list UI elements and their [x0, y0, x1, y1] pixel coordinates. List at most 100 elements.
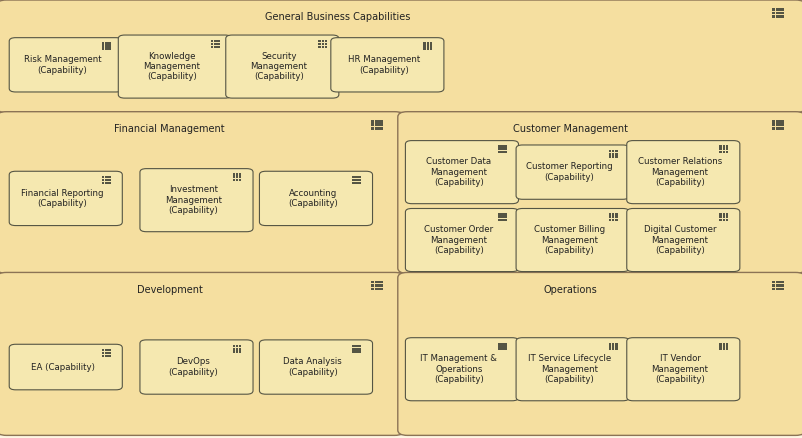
Text: Operations: Operations [544, 285, 597, 295]
FancyBboxPatch shape [776, 15, 780, 18]
Text: Financial Management: Financial Management [114, 124, 225, 134]
FancyBboxPatch shape [322, 40, 324, 42]
FancyBboxPatch shape [371, 288, 375, 290]
FancyBboxPatch shape [226, 35, 338, 98]
FancyBboxPatch shape [405, 141, 518, 204]
FancyBboxPatch shape [504, 345, 507, 348]
FancyBboxPatch shape [498, 148, 500, 151]
FancyBboxPatch shape [358, 347, 361, 350]
FancyBboxPatch shape [352, 350, 354, 353]
FancyBboxPatch shape [516, 338, 629, 401]
FancyBboxPatch shape [352, 179, 354, 181]
FancyBboxPatch shape [498, 213, 500, 215]
FancyBboxPatch shape [726, 145, 728, 148]
FancyBboxPatch shape [371, 127, 375, 130]
FancyBboxPatch shape [423, 42, 426, 45]
FancyBboxPatch shape [780, 284, 784, 287]
FancyBboxPatch shape [776, 8, 780, 11]
Text: Investment
Management
(Capability): Investment Management (Capability) [164, 185, 222, 215]
FancyBboxPatch shape [105, 45, 107, 48]
FancyBboxPatch shape [609, 343, 611, 345]
FancyBboxPatch shape [371, 284, 375, 287]
FancyBboxPatch shape [260, 171, 372, 226]
FancyBboxPatch shape [719, 213, 722, 215]
FancyBboxPatch shape [375, 284, 379, 287]
FancyBboxPatch shape [723, 219, 725, 221]
FancyBboxPatch shape [236, 347, 238, 350]
FancyBboxPatch shape [233, 173, 235, 176]
FancyBboxPatch shape [627, 208, 739, 272]
FancyBboxPatch shape [726, 151, 728, 153]
FancyBboxPatch shape [236, 176, 238, 179]
FancyBboxPatch shape [498, 345, 500, 348]
FancyBboxPatch shape [612, 213, 614, 215]
Text: Customer Billing
Management
(Capability): Customer Billing Management (Capability) [534, 225, 605, 255]
FancyBboxPatch shape [108, 179, 111, 181]
FancyBboxPatch shape [239, 173, 241, 176]
FancyBboxPatch shape [612, 150, 614, 152]
FancyBboxPatch shape [108, 355, 111, 357]
FancyBboxPatch shape [501, 151, 504, 153]
FancyBboxPatch shape [726, 343, 728, 345]
Text: Customer Relations
Management
(Capability): Customer Relations Management (Capabilit… [638, 157, 723, 187]
FancyBboxPatch shape [325, 40, 327, 42]
FancyBboxPatch shape [375, 127, 379, 130]
FancyBboxPatch shape [504, 216, 507, 219]
FancyBboxPatch shape [612, 348, 614, 350]
FancyBboxPatch shape [105, 176, 107, 178]
Text: Customer Data
Management
(Capability): Customer Data Management (Capability) [426, 157, 492, 187]
Text: Financial Reporting
(Capability): Financial Reporting (Capability) [22, 189, 103, 208]
FancyBboxPatch shape [355, 345, 358, 347]
FancyBboxPatch shape [233, 350, 235, 353]
FancyBboxPatch shape [102, 48, 104, 50]
FancyBboxPatch shape [719, 145, 722, 148]
FancyBboxPatch shape [615, 152, 618, 155]
Text: IT Service Lifecycle
Management
(Capability): IT Service Lifecycle Management (Capabil… [528, 354, 611, 384]
FancyBboxPatch shape [772, 15, 776, 18]
FancyBboxPatch shape [612, 219, 614, 221]
FancyBboxPatch shape [719, 148, 722, 151]
FancyBboxPatch shape [239, 179, 241, 181]
FancyBboxPatch shape [430, 42, 432, 45]
FancyBboxPatch shape [501, 145, 504, 148]
FancyBboxPatch shape [322, 46, 324, 48]
FancyBboxPatch shape [723, 348, 725, 350]
FancyBboxPatch shape [398, 112, 802, 273]
FancyBboxPatch shape [609, 150, 611, 152]
FancyBboxPatch shape [723, 151, 725, 153]
FancyBboxPatch shape [501, 148, 504, 151]
FancyBboxPatch shape [239, 347, 241, 350]
FancyBboxPatch shape [211, 40, 213, 42]
FancyBboxPatch shape [772, 120, 776, 123]
FancyBboxPatch shape [726, 213, 728, 215]
FancyBboxPatch shape [723, 148, 725, 151]
Text: Digital Customer
Management
(Capability): Digital Customer Management (Capability) [644, 225, 716, 255]
FancyBboxPatch shape [723, 213, 725, 215]
Text: Knowledge
Management
(Capability): Knowledge Management (Capability) [143, 52, 200, 81]
FancyBboxPatch shape [108, 176, 111, 178]
FancyBboxPatch shape [102, 349, 104, 351]
FancyBboxPatch shape [423, 48, 426, 50]
FancyBboxPatch shape [612, 345, 614, 348]
FancyBboxPatch shape [612, 152, 614, 155]
FancyBboxPatch shape [780, 288, 784, 290]
FancyBboxPatch shape [780, 281, 784, 283]
FancyBboxPatch shape [776, 284, 780, 287]
FancyBboxPatch shape [423, 45, 426, 48]
FancyBboxPatch shape [108, 42, 111, 45]
FancyBboxPatch shape [772, 12, 776, 14]
FancyBboxPatch shape [318, 46, 321, 48]
FancyBboxPatch shape [108, 349, 111, 351]
Text: IT Management &
Operations
(Capability): IT Management & Operations (Capability) [420, 354, 497, 384]
FancyBboxPatch shape [102, 352, 104, 354]
FancyBboxPatch shape [358, 176, 361, 178]
FancyBboxPatch shape [498, 219, 500, 221]
FancyBboxPatch shape [233, 345, 235, 347]
FancyBboxPatch shape [504, 151, 507, 153]
FancyBboxPatch shape [719, 219, 722, 221]
FancyBboxPatch shape [119, 35, 231, 98]
FancyBboxPatch shape [498, 348, 500, 350]
FancyBboxPatch shape [140, 169, 253, 232]
FancyBboxPatch shape [780, 8, 784, 11]
FancyBboxPatch shape [260, 340, 372, 394]
